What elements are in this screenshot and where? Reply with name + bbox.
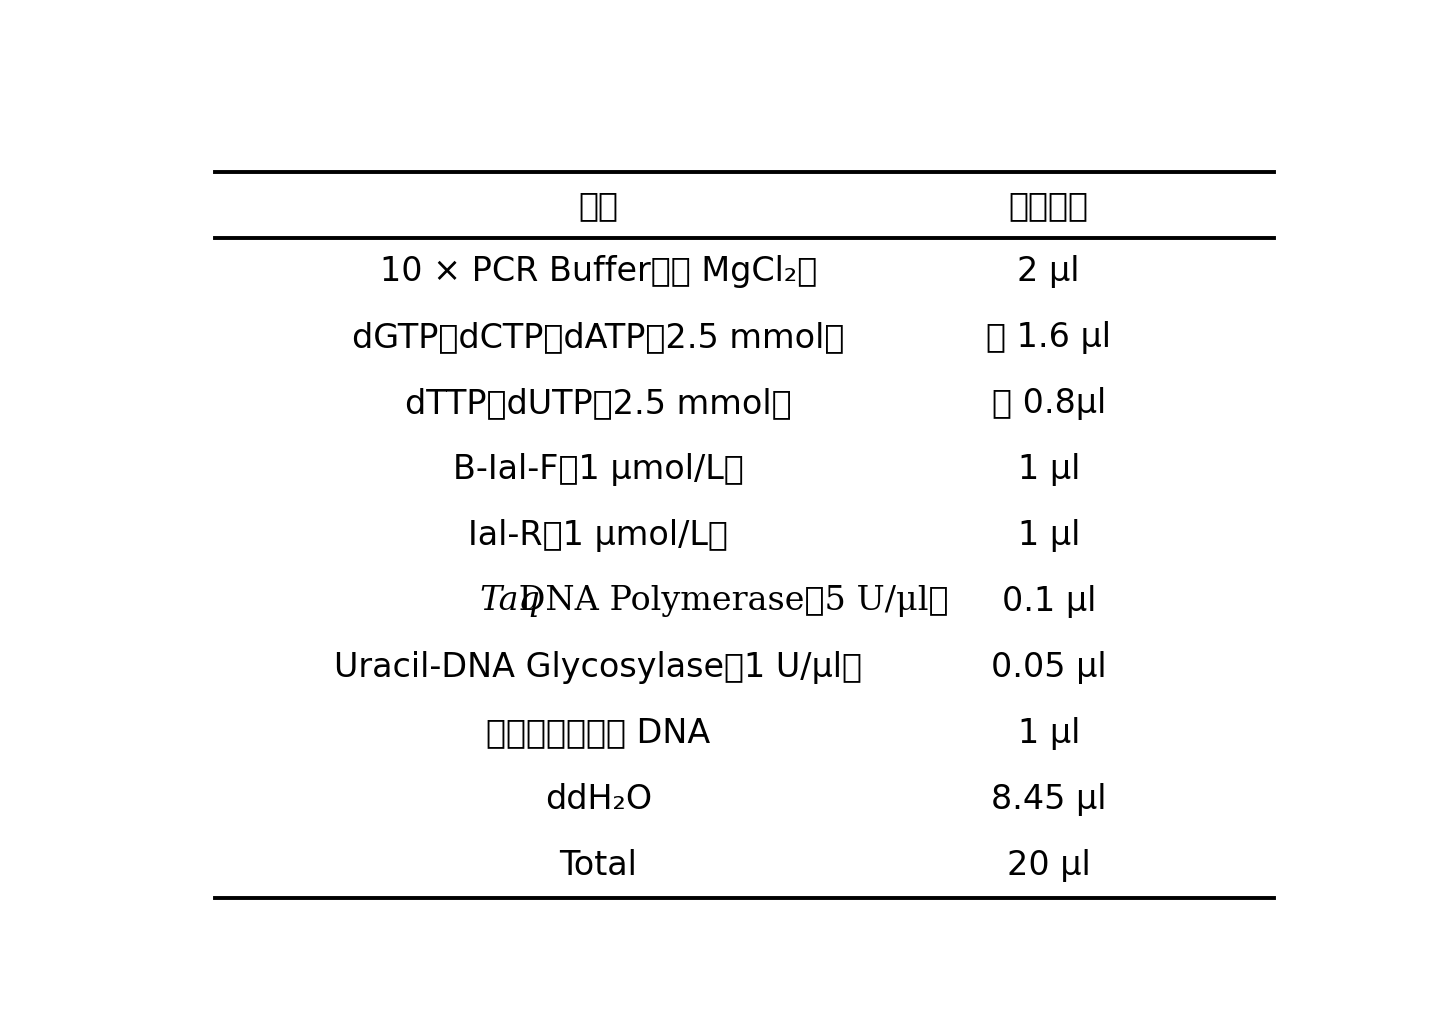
- Text: 各 1.6 μl: 各 1.6 μl: [987, 321, 1112, 353]
- Text: Ial-R（1 μmol/L）: Ial-R（1 μmol/L）: [468, 519, 728, 551]
- Text: 组份: 组份: [578, 189, 619, 222]
- Text: 1 μl: 1 μl: [1017, 717, 1080, 750]
- Text: 所提样本基因组 DNA: 所提样本基因组 DNA: [487, 717, 711, 750]
- Text: 2 μl: 2 μl: [1017, 255, 1080, 288]
- Text: ddH₂O: ddH₂O: [545, 782, 652, 815]
- Text: B-Ial-F（1 μmol/L）: B-Ial-F（1 μmol/L）: [453, 453, 744, 486]
- Text: 20 μl: 20 μl: [1007, 848, 1091, 882]
- Text: dGTP、dCTP、dATP（2.5 mmol）: dGTP、dCTP、dATP（2.5 mmol）: [352, 321, 844, 353]
- Text: 0.05 μl: 0.05 μl: [991, 651, 1107, 684]
- Text: 10 × PCR Buffer（含 MgCl₂）: 10 × PCR Buffer（含 MgCl₂）: [379, 255, 817, 288]
- Text: Uracil-DNA Glycosylase（1 U/μl）: Uracil-DNA Glycosylase（1 U/μl）: [334, 651, 862, 684]
- Text: 1 μl: 1 μl: [1017, 519, 1080, 551]
- Text: Total: Total: [559, 848, 638, 882]
- Text: Taq: Taq: [479, 585, 541, 617]
- Text: DNA Polymerase（5 U/μl）: DNA Polymerase（5 U/μl）: [509, 585, 949, 617]
- Text: dTTP、dUTP（2.5 mmol）: dTTP、dUTP（2.5 mmol）: [405, 386, 792, 420]
- Text: 8.45 μl: 8.45 μl: [991, 782, 1106, 815]
- Text: 加入体积: 加入体积: [1008, 189, 1088, 222]
- Text: 0.1 μl: 0.1 μl: [1001, 584, 1096, 617]
- Text: 1 μl: 1 μl: [1017, 453, 1080, 486]
- Text: 各 0.8μl: 各 0.8μl: [991, 386, 1106, 420]
